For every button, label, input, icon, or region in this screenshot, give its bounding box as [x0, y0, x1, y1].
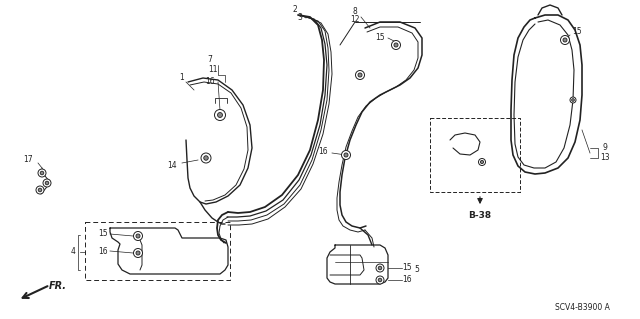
Circle shape — [378, 278, 382, 282]
Circle shape — [40, 171, 44, 175]
Circle shape — [394, 43, 398, 47]
Text: 16: 16 — [318, 147, 328, 157]
Circle shape — [134, 232, 143, 241]
Text: 2: 2 — [292, 5, 298, 14]
Text: 15: 15 — [99, 229, 108, 239]
Circle shape — [344, 153, 348, 157]
Text: FR.: FR. — [49, 281, 67, 291]
Text: 1: 1 — [180, 73, 184, 83]
Circle shape — [392, 41, 401, 49]
Circle shape — [36, 186, 44, 194]
Text: 9: 9 — [603, 144, 607, 152]
Text: 3: 3 — [298, 13, 303, 23]
Text: 15: 15 — [402, 263, 412, 272]
Text: 15: 15 — [572, 27, 582, 36]
Circle shape — [376, 276, 384, 284]
Circle shape — [481, 160, 484, 164]
Text: 17: 17 — [23, 155, 33, 165]
Text: 11: 11 — [208, 65, 218, 75]
Circle shape — [38, 188, 42, 192]
Circle shape — [378, 266, 382, 270]
Text: 8: 8 — [353, 8, 357, 17]
Circle shape — [561, 35, 570, 44]
Circle shape — [342, 151, 351, 160]
Circle shape — [45, 181, 49, 185]
Circle shape — [136, 234, 140, 238]
Circle shape — [572, 99, 574, 101]
Text: 16: 16 — [402, 276, 412, 285]
Text: 13: 13 — [600, 153, 610, 162]
Circle shape — [358, 73, 362, 77]
Text: 16: 16 — [99, 247, 108, 256]
Text: 14: 14 — [167, 160, 177, 169]
Text: 4: 4 — [70, 248, 76, 256]
Circle shape — [479, 159, 486, 166]
Circle shape — [43, 179, 51, 187]
Text: 7: 7 — [207, 56, 212, 64]
Circle shape — [214, 109, 225, 121]
Text: 16: 16 — [205, 78, 215, 86]
Circle shape — [218, 113, 223, 117]
Circle shape — [204, 156, 208, 160]
Circle shape — [38, 169, 46, 177]
Text: 15: 15 — [376, 33, 385, 42]
Circle shape — [563, 38, 567, 42]
Text: SCV4-B3900 A: SCV4-B3900 A — [555, 303, 610, 313]
Circle shape — [134, 249, 143, 257]
Circle shape — [355, 70, 365, 79]
Circle shape — [376, 264, 384, 272]
Text: 5: 5 — [414, 265, 419, 275]
Circle shape — [201, 153, 211, 163]
Text: B-38: B-38 — [468, 211, 492, 219]
Text: 12: 12 — [350, 16, 360, 25]
Circle shape — [570, 97, 576, 103]
Circle shape — [136, 251, 140, 255]
